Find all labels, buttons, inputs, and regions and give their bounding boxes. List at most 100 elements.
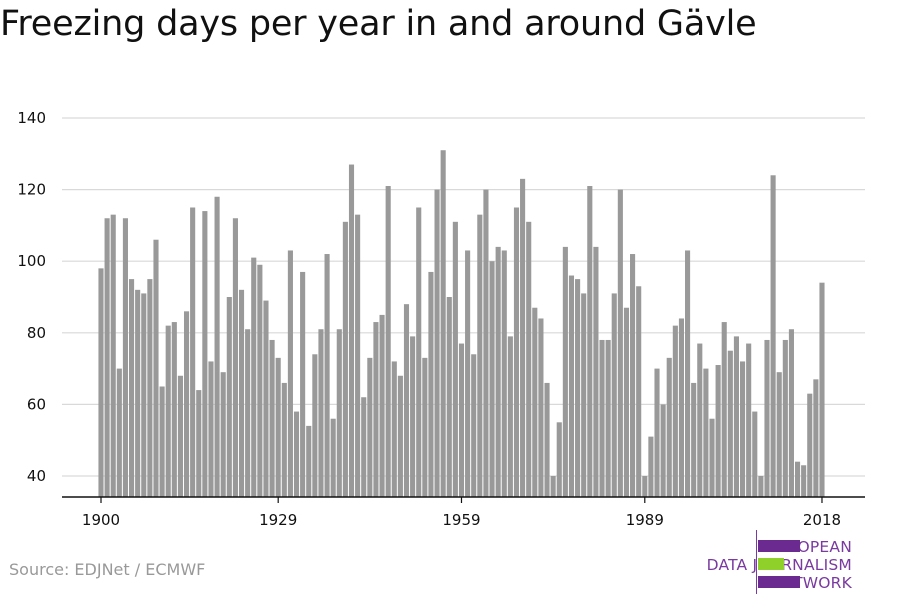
bar-1942 [355, 214, 361, 497]
x-axis-ticks: 1900 1929 1959 1989 2018 [82, 497, 841, 529]
bar-1909 [153, 239, 159, 497]
bar-1951 [410, 336, 416, 497]
bar-2013 [788, 329, 794, 497]
logo-bar-green [758, 558, 784, 570]
bar-1966 [501, 250, 507, 497]
bar-1902 [110, 214, 116, 497]
bar-1956 [440, 150, 446, 497]
bar-1900 [98, 268, 104, 497]
bar-1975 [556, 422, 562, 497]
bar-1946 [379, 314, 385, 497]
x-tick-label: 1900 [82, 511, 120, 529]
logo-divider [756, 530, 757, 594]
bar-1959 [458, 343, 465, 497]
bar-1978 [575, 279, 581, 497]
bar-1964 [489, 261, 495, 497]
bar-1994 [672, 325, 678, 497]
bar-1998 [697, 343, 703, 497]
x-tick-label: 1929 [259, 511, 297, 529]
bar-1915 [190, 207, 196, 497]
bar-1926 [257, 264, 263, 497]
bar-2004 [733, 336, 739, 497]
bar-1974 [550, 476, 556, 497]
bar-1935 [312, 354, 318, 497]
bar-1997 [691, 382, 697, 497]
bar-1965 [495, 246, 501, 497]
bar-2017 [813, 379, 819, 497]
bar-1958 [452, 221, 458, 497]
bar-1904 [122, 218, 128, 498]
bar-1939 [336, 329, 342, 497]
bar-1928 [269, 339, 275, 497]
bar-1969 [520, 178, 526, 498]
bar-1977 [568, 275, 575, 497]
bar-1981 [593, 246, 599, 497]
bar-1914 [183, 311, 190, 497]
bar-1930 [281, 382, 287, 497]
bar-1967 [507, 336, 513, 497]
bars [98, 150, 825, 498]
bar-1996 [685, 250, 691, 497]
bar-1906 [135, 289, 141, 497]
bar-1973 [544, 382, 550, 497]
bar-2012 [782, 339, 788, 497]
bar-1911 [165, 325, 171, 497]
bar-1923 [238, 289, 245, 497]
bar-2005 [740, 361, 746, 497]
bar-1929 [275, 357, 281, 497]
bar-1999 [703, 368, 709, 497]
bar-1995 [678, 318, 685, 497]
bar-1960 [465, 250, 471, 497]
bar-2010 [770, 175, 776, 497]
bar-1980 [587, 186, 593, 497]
bar-1989 [642, 476, 648, 497]
bar-2009 [764, 339, 770, 497]
bar-1919 [214, 196, 220, 497]
bar-1934 [306, 425, 312, 497]
logo-bar-purple-top [758, 540, 800, 552]
bar-1901 [104, 218, 110, 498]
bar-1947 [385, 186, 391, 497]
bar-1936 [318, 329, 324, 497]
y-tick-label: 140 [17, 109, 46, 127]
bar-1927 [263, 300, 269, 497]
y-tick-label: 120 [17, 181, 46, 199]
bar-2018 [819, 282, 825, 497]
y-tick-label: 80 [27, 324, 46, 342]
bar-1990 [648, 436, 654, 497]
bar-1917 [202, 211, 208, 497]
bar-1954 [428, 271, 434, 497]
bar-1957 [446, 297, 452, 497]
bar-1913 [177, 375, 183, 497]
bar-2015 [801, 465, 807, 497]
y-tick-label: 100 [17, 252, 46, 270]
bar-1976 [562, 246, 568, 497]
bar-1920 [220, 372, 226, 497]
bar-1916 [196, 390, 202, 497]
bar-1933 [300, 271, 306, 497]
y-tick-label: 40 [27, 467, 46, 485]
bar-1907 [141, 293, 147, 497]
bar-1984 [611, 293, 617, 497]
bar-1962 [477, 214, 483, 497]
source-note: Source: EDJNet / ECMWF [9, 560, 206, 579]
bar-1903 [116, 368, 122, 497]
bar-1937 [324, 254, 330, 497]
bar-1991 [654, 368, 660, 497]
bar-1922 [232, 218, 238, 498]
bar-1925 [251, 257, 257, 497]
bar-1968 [513, 207, 520, 497]
bar-1912 [171, 322, 177, 497]
bar-1986 [623, 307, 630, 497]
bar-2001 [715, 365, 721, 497]
bar-1963 [483, 189, 489, 497]
bar-1953 [422, 357, 428, 497]
logo-bar-purple-bottom [758, 576, 800, 588]
y-tick-label: 60 [27, 395, 46, 413]
bar-1938 [330, 418, 336, 497]
bar-1988 [636, 286, 642, 497]
bar-1932 [293, 411, 300, 497]
bar-1993 [666, 357, 672, 497]
bar-1941 [348, 164, 355, 498]
bar-1961 [471, 354, 477, 497]
